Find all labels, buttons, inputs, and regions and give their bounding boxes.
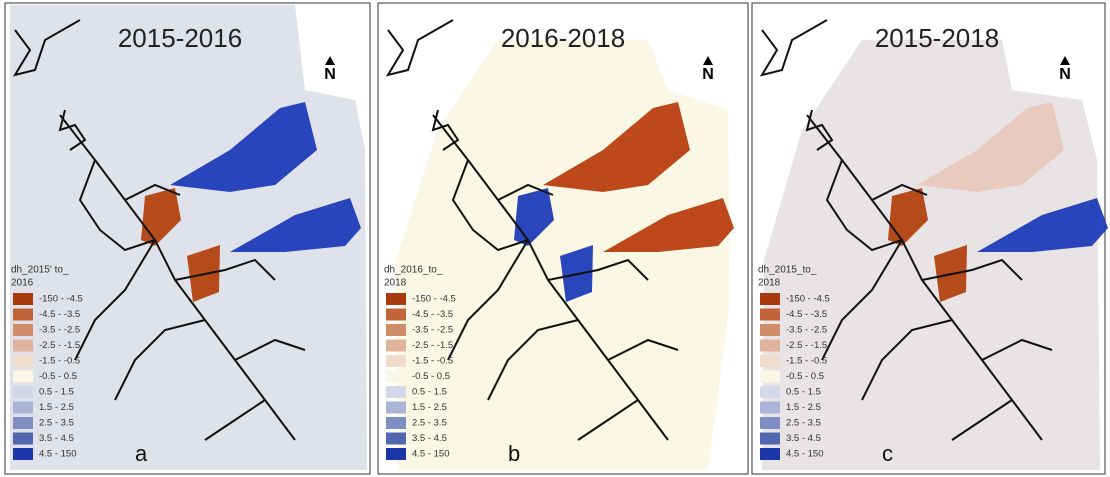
legend-label: -1.5 - -0.5 [786,356,827,367]
legend-label: 0.5 - 1.5 [412,387,447,398]
panel-title: 2015-2016 [118,23,242,53]
panel-letter: c [882,441,893,466]
north-label: N [702,66,714,83]
north-label: N [1059,66,1071,83]
map-panel: 2015-2018 Ndh_2015_to_ 2018 -150 - -4.5 -4.5… [752,3,1108,474]
legend-swatch [386,417,406,429]
legend-swatch [760,293,780,305]
legend-label: -3.5 - -2.5 [39,325,80,336]
legend-title: dh_2015_to_ [758,265,817,276]
legend-label: 2.5 - 3.5 [786,418,821,429]
legend-label: -150 - -4.5 [39,294,83,305]
panel-title: 2015-2018 [875,23,999,53]
legend-swatch [760,433,780,445]
legend-label: 3.5 - 4.5 [412,433,447,444]
legend-swatch [13,293,33,305]
panel-letter: b [508,441,520,466]
figure: 2015-2016 Ndh_2015' to_ 2016 -150 - -4.5 -4.… [0,0,1110,477]
map-panel: 2015-2016 Ndh_2015' to_ 2016 -150 - -4.5 -4.… [5,3,370,474]
legend-title: dh_2015' to_ [11,265,69,276]
legend-label: -4.5 - -3.5 [412,309,453,320]
legend-label: 4.5 - 150 [39,449,77,460]
map-panel: 2016-2018 Ndh_2016_to_ 2018 -150 - -4.5 -4.5… [378,3,748,474]
legend-swatch [760,324,780,336]
legend-swatch [13,309,33,321]
legend-swatch [386,340,406,352]
legend-label: 1.5 - 2.5 [39,402,74,413]
legend-swatch [760,355,780,367]
legend-label: 1.5 - 2.5 [786,402,821,413]
legend-label: 0.5 - 1.5 [786,387,821,398]
legend-label: 3.5 - 4.5 [786,433,821,444]
legend-swatch [13,386,33,398]
legend-swatch [386,386,406,398]
legend-label: -2.5 - -1.5 [786,340,827,351]
legend-swatch [13,340,33,352]
legend-swatch [760,340,780,352]
legend-label: -2.5 - -1.5 [412,340,453,351]
north-label: N [324,66,336,83]
panel-letter: a [135,441,148,466]
legend-label: 4.5 - 150 [412,449,450,460]
legend-swatch [13,355,33,367]
legend-title: 2018 [384,278,407,289]
legend-swatch [386,448,406,460]
legend-label: -3.5 - -2.5 [412,325,453,336]
legend-swatch [13,402,33,414]
legend-title: 2016 [11,278,34,289]
legend-label: -1.5 - -0.5 [39,356,80,367]
legend-label: -150 - -4.5 [786,294,830,305]
legend-swatch [760,402,780,414]
legend-label: 3.5 - 4.5 [39,433,74,444]
panel-title: 2016-2018 [501,23,625,53]
legend-title: dh_2016_to_ [384,265,443,276]
legend-swatch [386,324,406,336]
legend-label: -4.5 - -3.5 [39,309,80,320]
legend-swatch [760,417,780,429]
legend-swatch [386,293,406,305]
legend-label: 2.5 - 3.5 [412,418,447,429]
legend-label: 4.5 - 150 [786,449,824,460]
legend-label: -4.5 - -3.5 [786,309,827,320]
legend-swatch [760,448,780,460]
legend-label: -0.5 - 0.5 [39,371,77,382]
legend-swatch [386,433,406,445]
legend-label: 2.5 - 3.5 [39,418,74,429]
legend-label: -2.5 - -1.5 [39,340,80,351]
legend-swatch [760,386,780,398]
legend-swatch [13,324,33,336]
legend-swatch [386,309,406,321]
legend-swatch [386,371,406,383]
legend-label: -0.5 - 0.5 [412,371,450,382]
legend-swatch [760,371,780,383]
legend-swatch [386,402,406,414]
legend-label: -1.5 - -0.5 [412,356,453,367]
legend-swatch [386,355,406,367]
legend-label: -3.5 - -2.5 [786,325,827,336]
legend-label: 0.5 - 1.5 [39,387,74,398]
legend-swatch [13,448,33,460]
legend-swatch [13,417,33,429]
legend-title: 2018 [758,278,781,289]
legend-label: -0.5 - 0.5 [786,371,824,382]
legend-swatch [13,433,33,445]
legend-label: -150 - -4.5 [412,294,456,305]
legend-swatch [13,371,33,383]
legend-label: 1.5 - 2.5 [412,402,447,413]
legend-swatch [760,309,780,321]
